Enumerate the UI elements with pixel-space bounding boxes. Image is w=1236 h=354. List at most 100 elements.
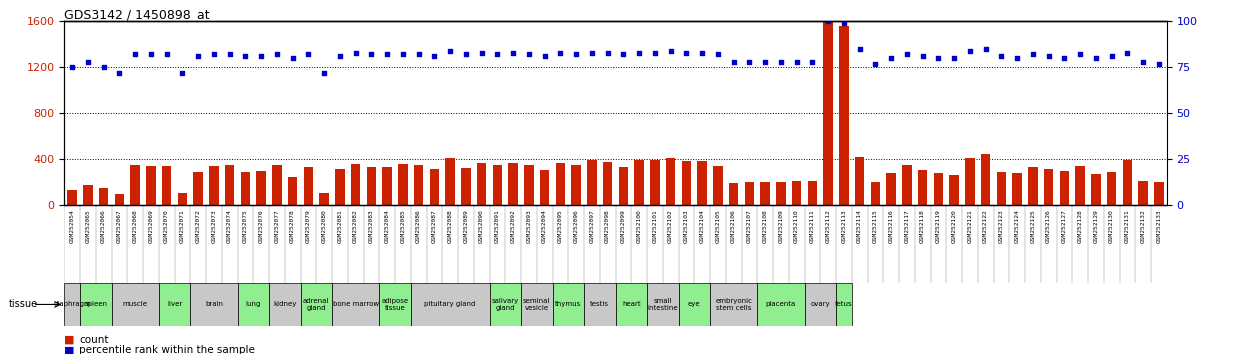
Text: GSM252107: GSM252107	[747, 209, 751, 243]
Text: GSM252066: GSM252066	[101, 209, 106, 243]
Point	[393, 52, 413, 57]
Bar	[713, 166, 723, 205]
Bar	[933, 172, 943, 205]
Text: GSM252079: GSM252079	[305, 209, 311, 243]
Bar	[508, 163, 518, 205]
Bar	[807, 181, 817, 205]
Text: GSM252054: GSM252054	[69, 209, 74, 243]
Point	[487, 52, 507, 57]
Bar	[522, 283, 552, 326]
Point	[283, 55, 303, 61]
Point	[944, 55, 964, 61]
Bar	[839, 26, 849, 205]
Point	[267, 52, 287, 57]
Bar	[241, 172, 250, 205]
Point	[550, 50, 570, 55]
Text: thymus: thymus	[555, 302, 581, 307]
Text: salivary
gland: salivary gland	[492, 298, 519, 311]
Text: GSM252111: GSM252111	[810, 209, 815, 243]
Point	[78, 59, 98, 64]
Bar	[1059, 171, 1069, 205]
Bar	[902, 165, 912, 205]
Text: GSM252088: GSM252088	[447, 209, 452, 243]
Point	[1101, 53, 1121, 59]
Bar	[146, 166, 156, 205]
Point	[314, 70, 334, 76]
Bar	[1122, 160, 1132, 205]
Bar	[300, 283, 332, 326]
Bar	[552, 283, 585, 326]
Text: placenta: placenta	[766, 302, 796, 307]
Point	[424, 53, 444, 59]
Bar	[158, 283, 190, 326]
Bar	[115, 194, 124, 205]
Point	[787, 59, 807, 64]
Text: GDS3142 / 1450898_at: GDS3142 / 1450898_at	[64, 8, 210, 21]
Bar	[571, 165, 581, 205]
Text: lung: lung	[246, 302, 261, 307]
Point	[802, 59, 822, 64]
Text: GSM252104: GSM252104	[700, 209, 705, 243]
Text: muscle: muscle	[122, 302, 147, 307]
Text: ovary: ovary	[811, 302, 831, 307]
Bar	[1138, 181, 1148, 205]
Text: GSM252127: GSM252127	[1062, 209, 1067, 243]
Bar	[131, 165, 140, 205]
Bar	[965, 158, 975, 205]
Point	[157, 52, 177, 57]
Bar	[80, 283, 111, 326]
Text: GSM252078: GSM252078	[290, 209, 295, 243]
Text: GSM252113: GSM252113	[842, 209, 847, 243]
Bar	[190, 283, 237, 326]
Bar	[68, 190, 77, 205]
Text: tissue: tissue	[9, 299, 38, 309]
Bar	[776, 182, 786, 205]
Text: GSM252072: GSM252072	[195, 209, 200, 243]
Bar	[477, 163, 487, 205]
Text: GSM252115: GSM252115	[873, 209, 878, 243]
Bar	[493, 165, 502, 205]
Point	[598, 50, 618, 55]
Text: GSM252108: GSM252108	[763, 209, 768, 243]
Text: GSM252123: GSM252123	[999, 209, 1004, 243]
Point	[62, 64, 82, 70]
Text: GSM252096: GSM252096	[574, 209, 578, 243]
Point	[1133, 59, 1153, 64]
Bar	[646, 283, 679, 326]
Bar	[805, 283, 836, 326]
Text: GSM252090: GSM252090	[480, 209, 485, 243]
Text: GSM252129: GSM252129	[1094, 209, 1099, 243]
Bar	[162, 166, 172, 205]
Bar	[379, 283, 410, 326]
Point	[409, 52, 429, 57]
Bar	[870, 182, 880, 205]
Point	[1117, 50, 1137, 55]
Text: GSM252086: GSM252086	[417, 209, 421, 243]
Point	[125, 52, 145, 57]
Bar	[99, 188, 109, 205]
Text: embryonic
stem cells: embryonic stem cells	[716, 298, 753, 311]
Point	[1086, 55, 1106, 61]
Text: GSM252069: GSM252069	[148, 209, 153, 243]
Point	[220, 52, 240, 57]
Bar	[398, 165, 408, 205]
Point	[975, 46, 995, 52]
Point	[377, 52, 397, 57]
Text: GSM252124: GSM252124	[1015, 209, 1020, 243]
Bar	[83, 185, 93, 205]
Text: kidney: kidney	[273, 302, 297, 307]
Point	[330, 53, 350, 59]
Text: GSM252122: GSM252122	[983, 209, 988, 243]
Bar	[335, 169, 345, 205]
Text: GSM252118: GSM252118	[920, 209, 926, 243]
Bar	[332, 283, 379, 326]
Text: GSM252095: GSM252095	[557, 209, 562, 243]
Point	[1023, 52, 1043, 57]
Text: GSM252093: GSM252093	[527, 209, 531, 243]
Bar	[556, 163, 565, 205]
Text: percentile rank within the sample: percentile rank within the sample	[79, 346, 255, 354]
Text: GSM252075: GSM252075	[243, 209, 248, 243]
Point	[188, 53, 208, 59]
Text: GSM252068: GSM252068	[132, 209, 137, 243]
Bar	[666, 158, 675, 205]
